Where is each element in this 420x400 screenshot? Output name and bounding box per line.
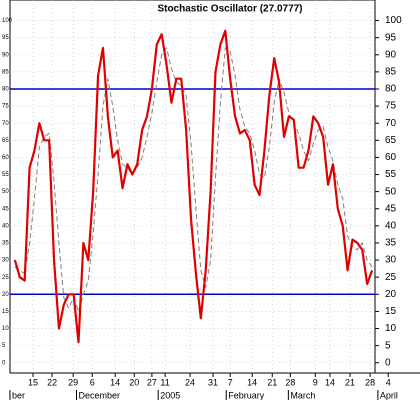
series-line bbox=[13, 29, 374, 344]
x-tick-label: 14 bbox=[247, 377, 257, 387]
y-tick-label: 50 bbox=[385, 186, 397, 197]
y-tick-label: 35 bbox=[2, 241, 9, 247]
x-tick-label: 28 bbox=[365, 377, 375, 387]
y-tick-label: 55 bbox=[385, 169, 397, 180]
y-tick-label: 5 bbox=[2, 343, 6, 349]
x-tick-label: 6 bbox=[90, 377, 95, 387]
x-tick-label: 20 bbox=[129, 377, 139, 387]
series-line bbox=[14, 47, 373, 312]
y-tick-label: 20 bbox=[2, 292, 9, 298]
y-tick-label: 75 bbox=[385, 101, 397, 112]
y-tick-label: 80 bbox=[2, 87, 9, 93]
x-month-label: April bbox=[380, 390, 398, 400]
y-tick-label: 50 bbox=[2, 189, 9, 195]
y-tick-label: 15 bbox=[385, 306, 397, 317]
x-tick-label: 21 bbox=[345, 377, 355, 387]
y-tick-label: 30 bbox=[385, 255, 397, 266]
x-tick-label: 27 bbox=[147, 377, 157, 387]
y-tick-label: 90 bbox=[2, 52, 9, 58]
x-tick-label: 11 bbox=[160, 377, 169, 387]
y-tick-label: 65 bbox=[2, 138, 9, 144]
y-tick-label: 75 bbox=[2, 104, 9, 110]
y-tick-label: 30 bbox=[2, 258, 9, 264]
y-tick-label: 20 bbox=[385, 289, 397, 300]
y-tick-label: 85 bbox=[2, 69, 9, 75]
x-tick-label: 31 bbox=[208, 377, 218, 387]
y-tick-label: 70 bbox=[2, 121, 9, 127]
y-tick-label: 10 bbox=[385, 323, 397, 334]
y-tick-label: 0 bbox=[2, 360, 6, 366]
chart-title: Stochastic Oscillator (27.0777) bbox=[157, 4, 302, 15]
y-tick-label: 25 bbox=[2, 275, 9, 281]
y-tick-label: 100 bbox=[385, 15, 402, 26]
y-tick-label: 5 bbox=[385, 340, 391, 351]
x-tick-label: 9 bbox=[313, 377, 318, 387]
x-tick-label: 14 bbox=[325, 377, 335, 387]
plot-frame bbox=[9, 0, 376, 374]
x-tick-label: 14 bbox=[110, 377, 120, 387]
y-tick-label: 40 bbox=[385, 220, 397, 231]
y-tick-label: 85 bbox=[385, 67, 397, 78]
y-tick-label: 10 bbox=[2, 326, 9, 332]
y-tick-label: 45 bbox=[2, 206, 9, 212]
x-tick-label: 15 bbox=[28, 377, 38, 387]
y-tick-label: 40 bbox=[2, 223, 9, 229]
y-tick-label: 0 bbox=[385, 357, 391, 368]
x-tick-label: 4 bbox=[386, 377, 391, 387]
y-tick-label: 15 bbox=[2, 309, 9, 315]
x-tick-label: 24 bbox=[185, 377, 195, 387]
x-tick-label: 22 bbox=[47, 377, 57, 387]
y-tick-label: 70 bbox=[385, 118, 397, 129]
y-tick-label: 95 bbox=[385, 32, 397, 43]
x-month-label: ber bbox=[12, 390, 25, 400]
x-month-label: March bbox=[290, 390, 315, 400]
y-tick-label: 55 bbox=[2, 172, 9, 178]
y-tick-label: 80 bbox=[385, 84, 397, 95]
y-tick-label: 25 bbox=[385, 272, 397, 283]
y-tick-label: 95 bbox=[2, 35, 9, 41]
y-tick-label: 65 bbox=[385, 135, 397, 146]
x-month-label: February bbox=[228, 390, 265, 400]
y-tick-label: 60 bbox=[2, 155, 9, 161]
y-tick-label: 45 bbox=[385, 203, 397, 214]
y-tick-label: 35 bbox=[385, 238, 397, 249]
x-tick-label: 29 bbox=[68, 377, 78, 387]
x-month-label: 2005 bbox=[160, 390, 180, 400]
x-tick-label: 21 bbox=[267, 377, 277, 387]
x-month-label: December bbox=[78, 390, 120, 400]
x-tick-label: 28 bbox=[285, 377, 295, 387]
y-tick-label: 90 bbox=[385, 49, 397, 60]
x-tick-label: 7 bbox=[228, 377, 233, 387]
y-tick-label: 100 bbox=[2, 18, 13, 24]
y-tick-label: 60 bbox=[385, 152, 397, 163]
